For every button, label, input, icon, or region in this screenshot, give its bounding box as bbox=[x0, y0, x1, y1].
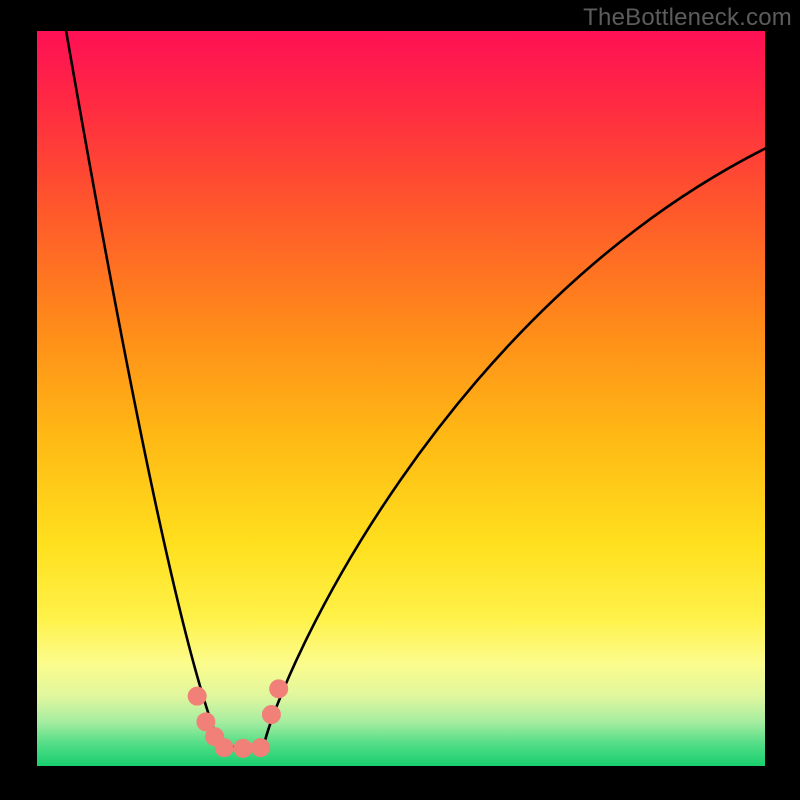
marker-dot bbox=[251, 738, 270, 757]
chart-stage: TheBottleneck.com bbox=[0, 0, 800, 800]
chart-svg bbox=[0, 0, 800, 800]
marker-dot bbox=[234, 739, 253, 758]
marker-dot bbox=[215, 738, 234, 757]
marker-dot bbox=[269, 679, 288, 698]
watermark-text: TheBottleneck.com bbox=[583, 4, 792, 32]
marker-dot bbox=[188, 687, 207, 706]
plot-background bbox=[37, 31, 765, 766]
marker-dot bbox=[262, 705, 281, 724]
